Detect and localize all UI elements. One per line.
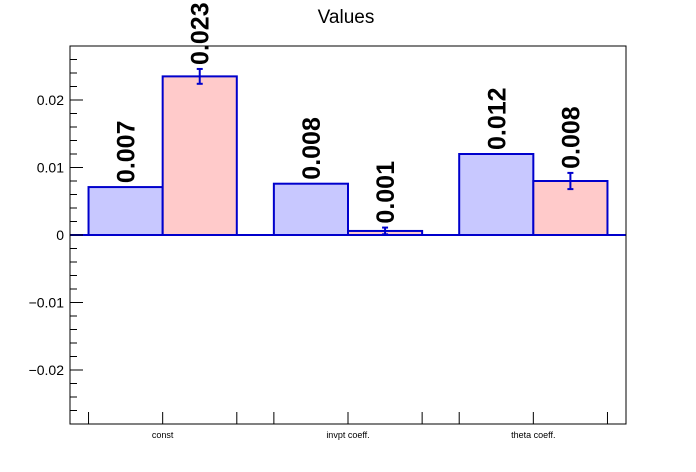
data-label-s1-3: 0.012 bbox=[483, 87, 511, 150]
y-tick-label: 0 bbox=[56, 227, 64, 243]
bar-s2-1 bbox=[161, 75, 238, 236]
data-label-s1-1: 0.007 bbox=[113, 121, 141, 184]
chart-title: Values bbox=[318, 7, 375, 28]
data-label-s2-3: 0.008 bbox=[557, 106, 585, 169]
x-category-label: theta coeff. bbox=[511, 430, 555, 440]
error-bar-s2-3 bbox=[567, 171, 574, 191]
bar-s1-2 bbox=[272, 182, 349, 236]
data-label-s1-2: 0.008 bbox=[298, 117, 326, 180]
x-category-label: const bbox=[152, 430, 174, 440]
y-tick-label: 0.02 bbox=[37, 92, 64, 108]
error-bar-s2-2 bbox=[382, 226, 389, 236]
bars-layer bbox=[87, 75, 609, 236]
error-bar-s2-1 bbox=[196, 67, 203, 85]
x-category-label: invpt coeff. bbox=[326, 430, 369, 440]
bar-s1-3 bbox=[458, 153, 535, 236]
bar-s1-1 bbox=[87, 186, 164, 236]
data-label-s2-2: 0.001 bbox=[372, 161, 400, 224]
y-tick-label: −0.02 bbox=[29, 362, 65, 378]
data-labels: 0.007 0.008 0.012 0.023 0.001 0.008 bbox=[113, 2, 586, 223]
y-tick-label: −0.01 bbox=[29, 295, 65, 311]
x-axis: const invpt coeff. theta coeff. bbox=[88, 412, 608, 440]
y-axis: −0.02 −0.01 0 0.01 0.02 bbox=[29, 59, 83, 425]
y-tick-label: 0.01 bbox=[37, 160, 64, 176]
error-bars bbox=[196, 67, 574, 236]
data-label-s2-1: 0.023 bbox=[187, 2, 215, 65]
